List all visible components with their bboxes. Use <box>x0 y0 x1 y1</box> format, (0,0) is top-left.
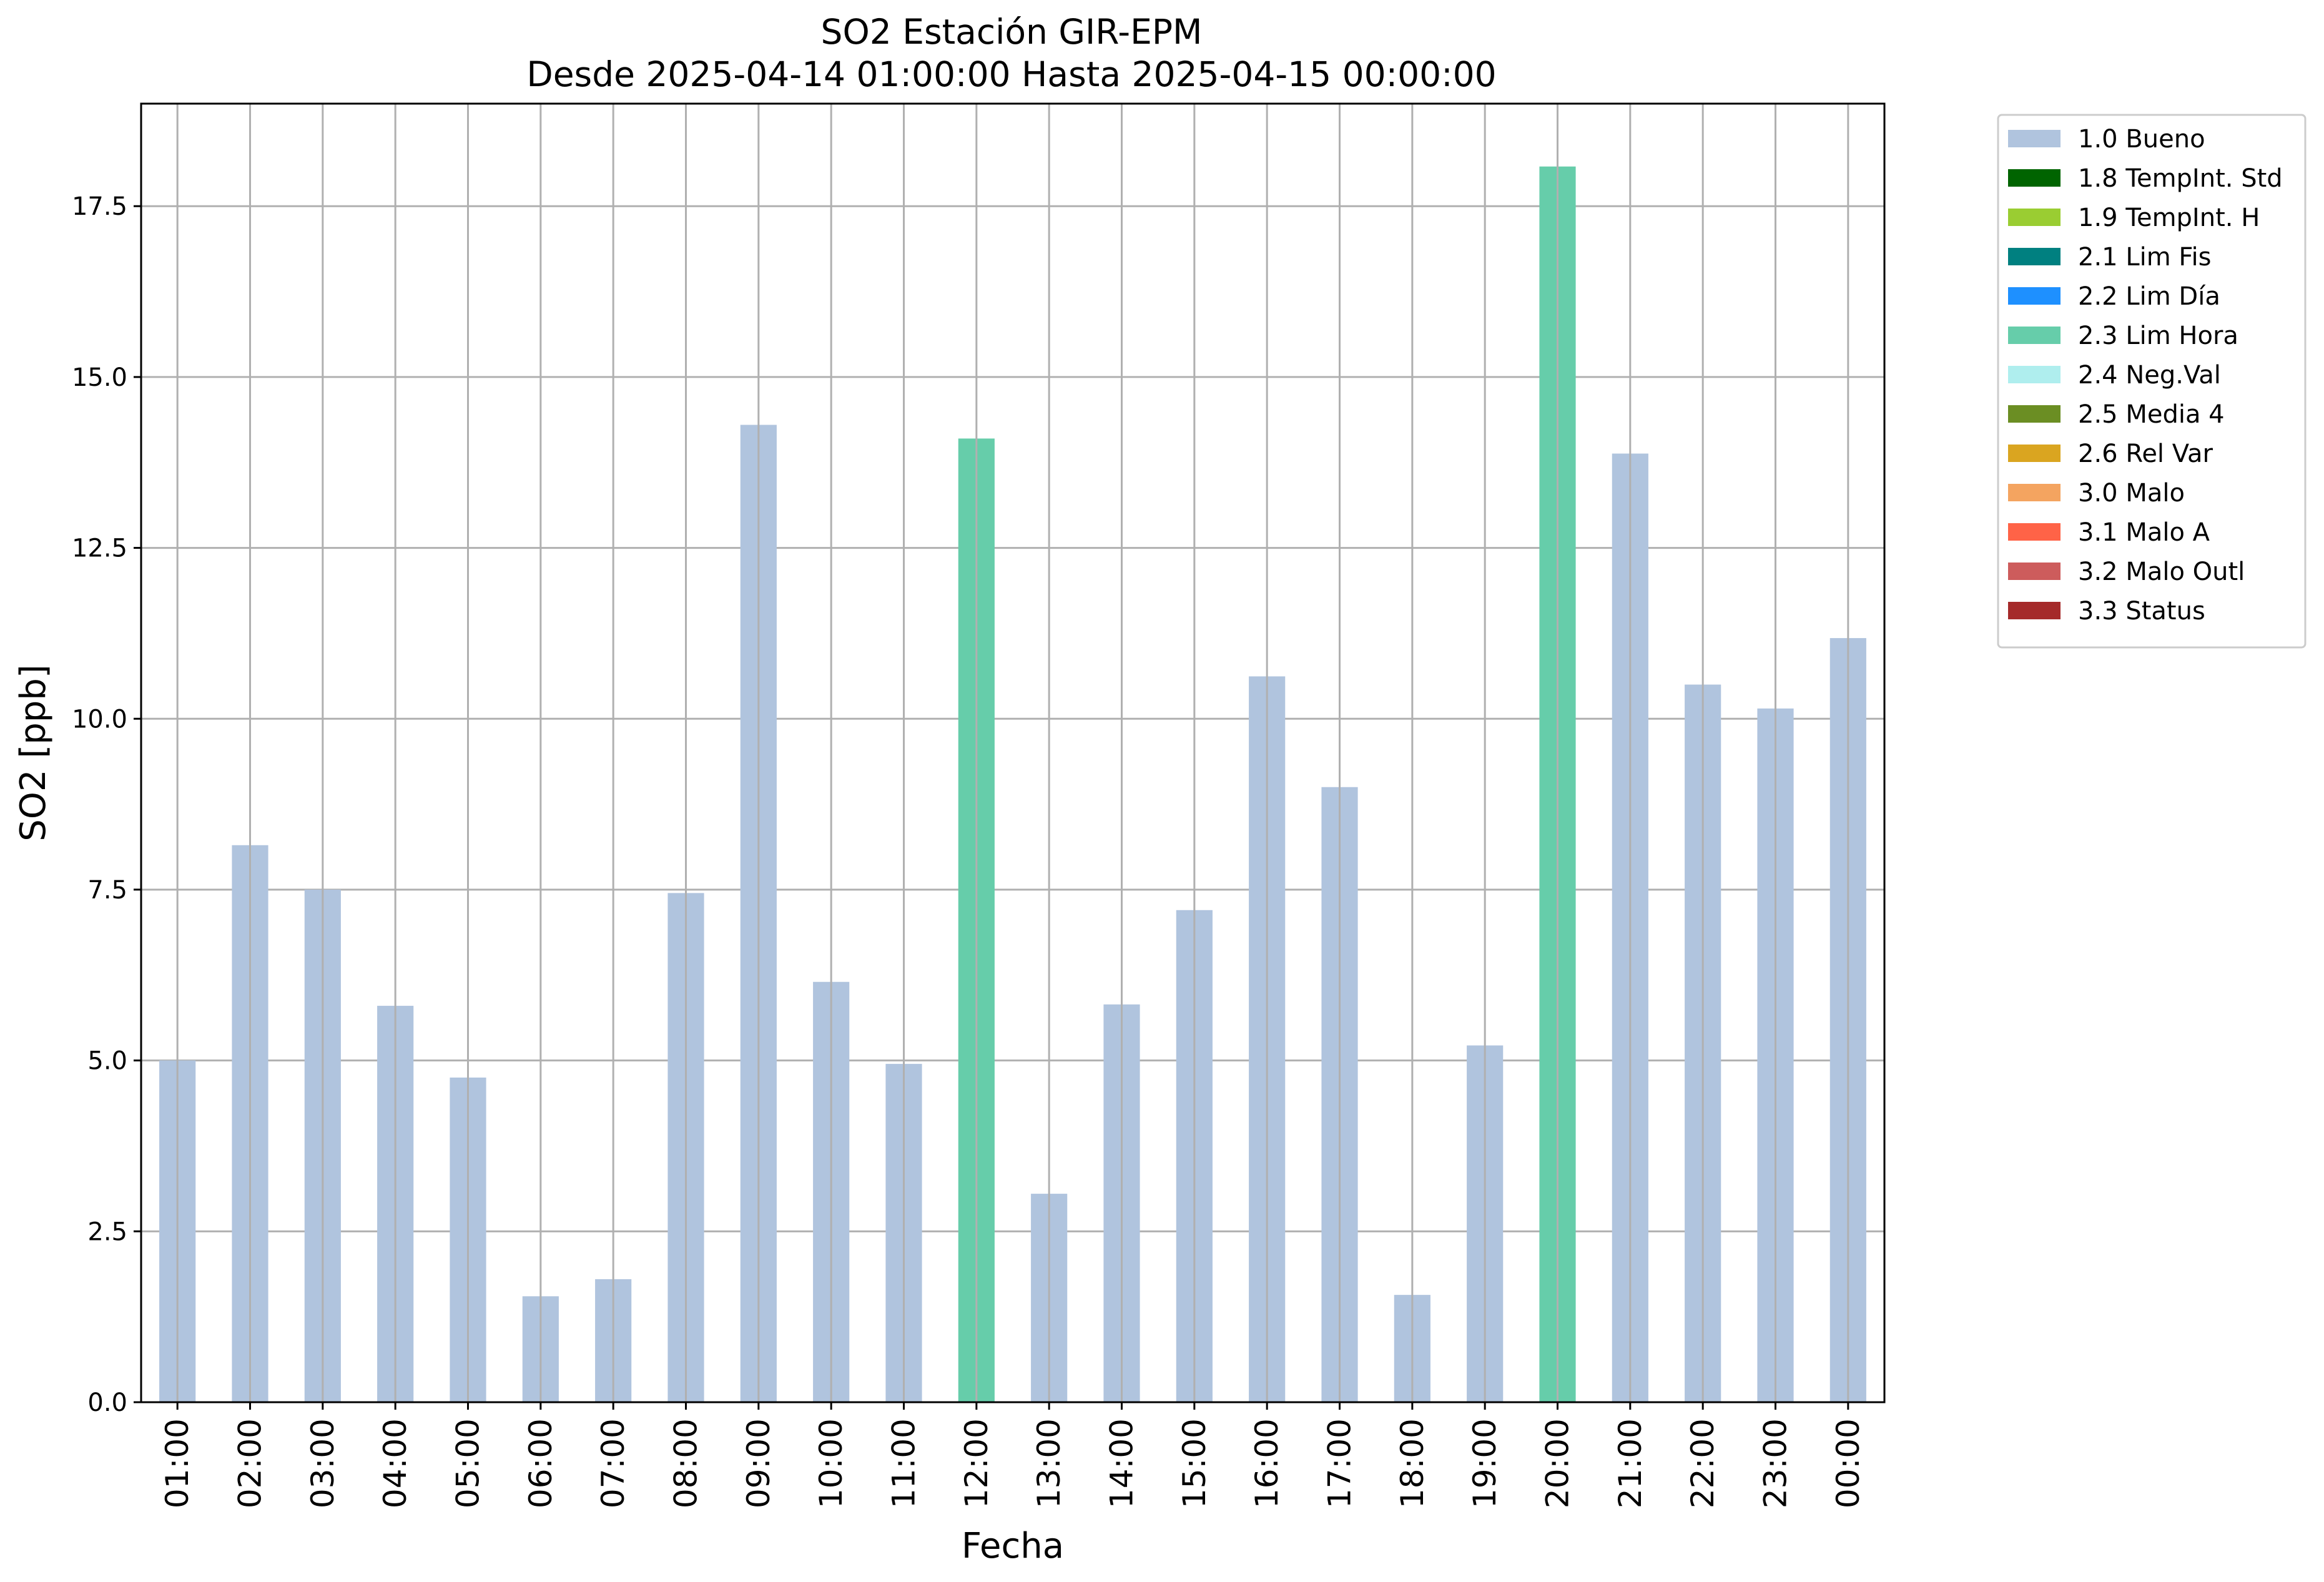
x-tick-label: 03:00 <box>305 1418 341 1508</box>
legend-label: 2.4 Neg.Val <box>2078 361 2221 390</box>
y-axis-label: SO2 [ppb] <box>13 664 54 841</box>
y-tick-label: 5.0 <box>87 1047 127 1076</box>
chart-subtitle: Desde 2025-04-14 01:00:00 Hasta 2025-04-… <box>526 54 1496 94</box>
y-tick-label: 0.0 <box>87 1388 127 1417</box>
legend-swatch <box>2008 602 2061 619</box>
x-tick-label: 23:00 <box>1758 1418 1794 1508</box>
x-tick-label: 22:00 <box>1685 1418 1721 1508</box>
x-tick-label: 00:00 <box>1830 1418 1866 1508</box>
bars <box>159 104 1866 1402</box>
legend-label: 2.2 Lim Día <box>2078 282 2220 311</box>
x-tick-label: 20:00 <box>1540 1418 1576 1508</box>
y-tick-label: 12.5 <box>72 534 127 563</box>
grid-lines <box>141 205 1884 1403</box>
x-tick-label: 18:00 <box>1394 1418 1430 1508</box>
x-tick-label: 05:00 <box>450 1418 486 1508</box>
y-tick-label: 17.5 <box>72 192 127 221</box>
legend-label: 1.8 TempInt. Std <box>2078 164 2283 193</box>
legend-label: 3.0 Malo <box>2078 479 2185 508</box>
x-tick-label: 01:00 <box>159 1418 195 1508</box>
legend-frame <box>1997 114 2307 649</box>
legend-swatch <box>2008 327 2061 344</box>
x-tick-label: 04:00 <box>377 1418 413 1508</box>
x-tick-label: 06:00 <box>523 1418 559 1508</box>
legend-label: 2.1 Lim Fis <box>2078 243 2211 272</box>
y-tick-label: 15.0 <box>72 363 127 392</box>
x-tick-label: 10:00 <box>813 1418 849 1508</box>
legend-label: 1.0 Bueno <box>2078 125 2205 154</box>
legend-swatch <box>2008 287 2061 305</box>
legend-swatch <box>2008 169 2061 187</box>
legend-label: 3.3 Status <box>2078 597 2205 626</box>
y-tick-label: 10.0 <box>72 705 127 734</box>
legend-swatch <box>2008 366 2061 383</box>
legend-label: 1.9 TempInt. H <box>2078 204 2260 232</box>
legend-swatch <box>2008 563 2061 580</box>
x-tick-label: 17:00 <box>1322 1418 1358 1508</box>
x-tick-label: 15:00 <box>1176 1418 1213 1508</box>
chart-title: SO2 Estación GIR-EPM <box>821 12 1203 52</box>
legend-label: 3.1 Malo A <box>2078 518 2210 547</box>
x-tick-label: 14:00 <box>1104 1418 1140 1508</box>
x-axis-label: Fecha <box>962 1526 1064 1566</box>
x-tick-label: 16:00 <box>1249 1418 1285 1508</box>
legend-swatch <box>2008 248 2061 265</box>
plot-frame <box>140 102 1886 1403</box>
legend-swatch <box>2008 209 2061 226</box>
legend-swatch <box>2008 523 2061 541</box>
legend: 1.0 Bueno 1.8 TempInt. Std 1.9 TempInt. H 2… <box>1997 114 2307 649</box>
y-tick-label: 7.5 <box>87 876 127 905</box>
legend-swatch <box>2008 405 2061 423</box>
x-tick-label: 12:00 <box>958 1418 995 1508</box>
legend-swatch <box>2008 130 2061 147</box>
y-tick-label: 2.5 <box>87 1217 127 1246</box>
legend-swatch <box>2008 445 2061 462</box>
legend-label: 2.5 Media 4 <box>2078 400 2225 429</box>
x-axis: 01:00 02:00 03:00 04:00 05:00 06:00 07:00 08:00… <box>159 1402 1866 1508</box>
legend-label: 2.6 Rel Var <box>2078 440 2213 468</box>
x-tick-label: 09:00 <box>741 1418 777 1508</box>
x-tick-label: 21:00 <box>1612 1418 1648 1508</box>
y-axis: 0.0 2.5 5.0 7.5 10.0 12.5 15.0 17.5 <box>72 192 141 1417</box>
x-tick-label: 11:00 <box>886 1418 922 1508</box>
legend-swatch <box>2008 484 2061 501</box>
legend-label: 3.2 Malo Outl <box>2078 558 2245 586</box>
x-tick-label: 13:00 <box>1031 1418 1067 1508</box>
x-tick-label: 02:00 <box>232 1418 268 1508</box>
x-tick-label: 08:00 <box>668 1418 704 1508</box>
x-tick-label: 19:00 <box>1467 1418 1503 1508</box>
x-tick-label: 07:00 <box>595 1418 631 1508</box>
legend-label: 2.3 Lim Hora <box>2078 322 2238 350</box>
